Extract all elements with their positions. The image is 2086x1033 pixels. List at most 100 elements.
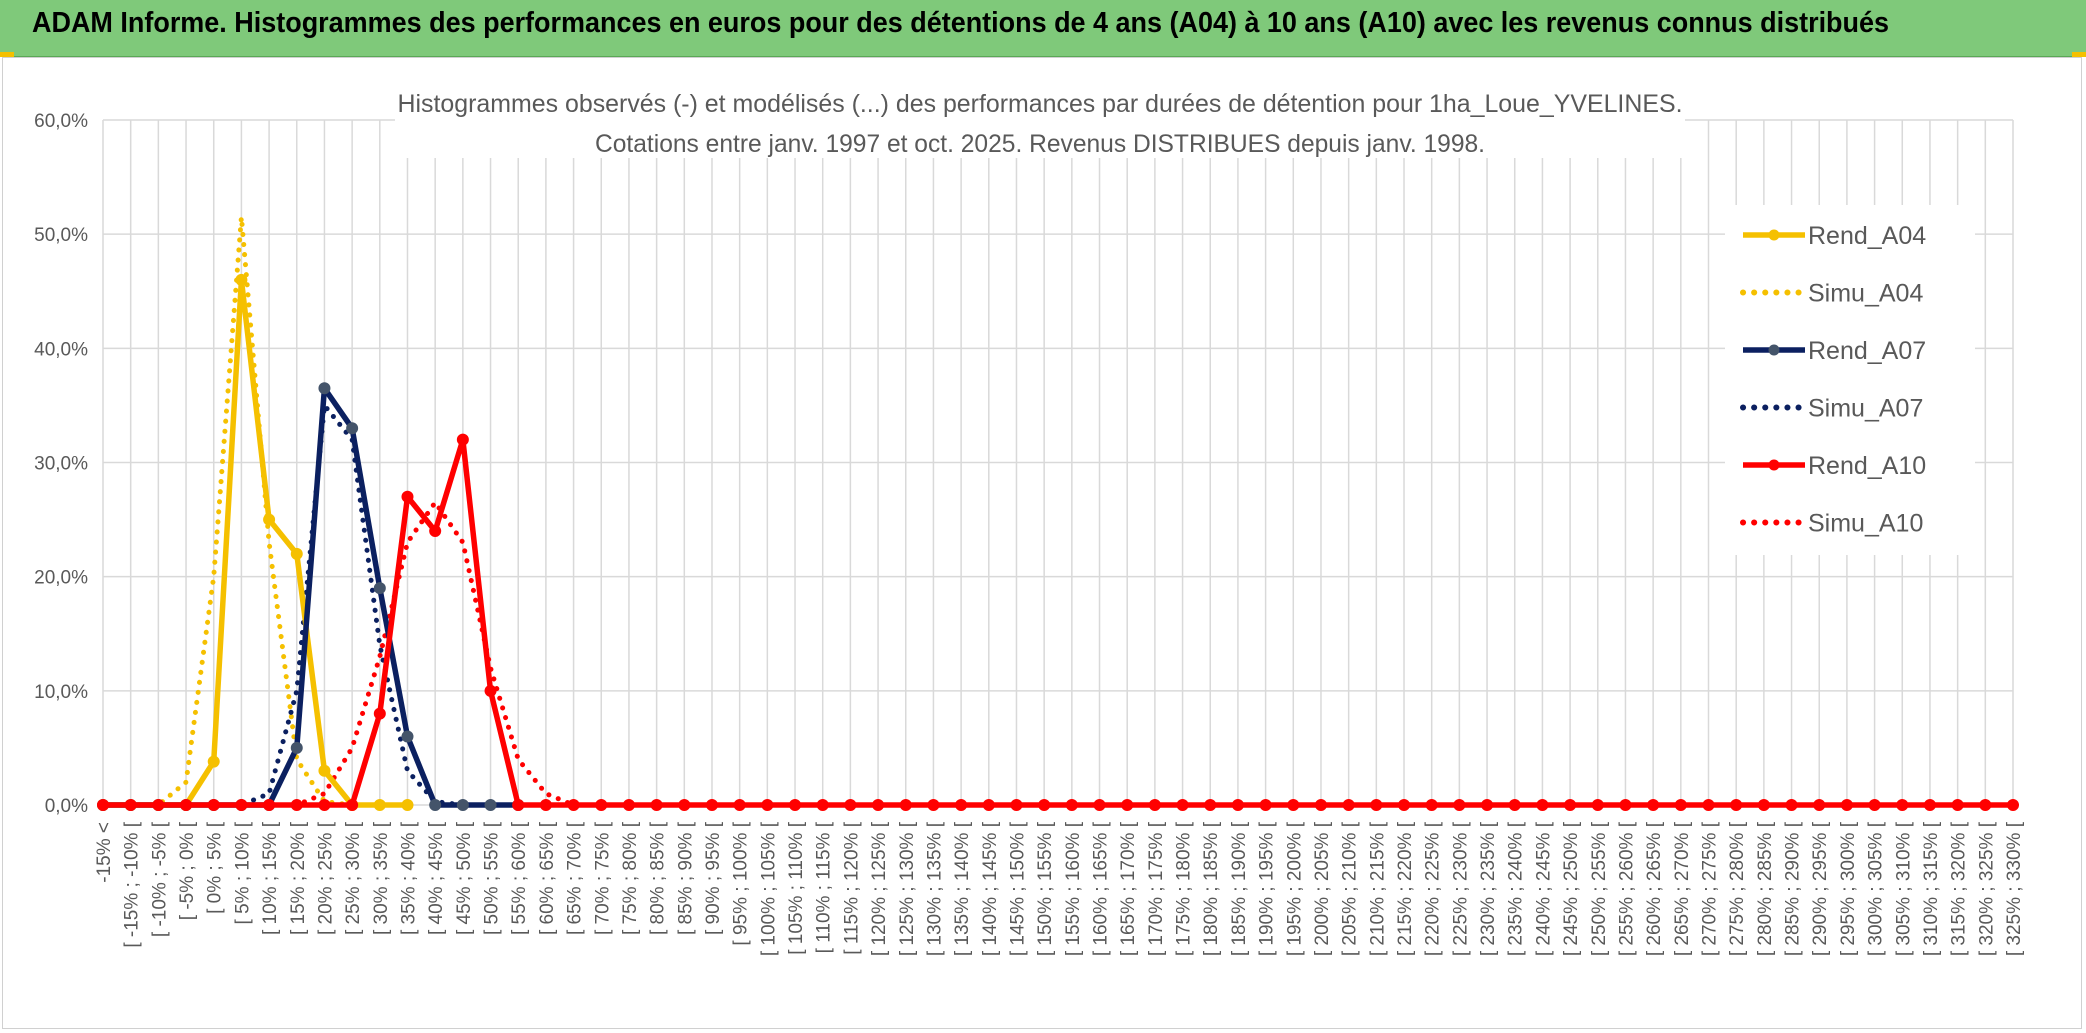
x-tick-label: [ 0% ; 5% [ [205, 821, 226, 914]
x-tick-label: [ 325% ; 330% [ [2004, 821, 2025, 956]
x-tick-label: [ 10% ; 15% [ [260, 821, 281, 935]
data-point-rend-a10 [1564, 799, 1577, 811]
x-tick-label: [ 250% ; 255% [ [1589, 821, 1610, 956]
x-tick-label: [ 35% ; 40% [ [398, 821, 419, 935]
data-point-rend-a07 [484, 799, 497, 811]
x-tick-label: [ 185% ; 190% [ [1229, 821, 1250, 956]
data-point-rend-a10 [539, 799, 552, 811]
data-point-rend-a10 [1453, 799, 1466, 811]
x-tick-label: [ 145% ; 150% [ [1007, 821, 1028, 956]
legend-label: Simu_A10 [1808, 510, 1923, 538]
y-tick-label: 50,0% [34, 225, 88, 246]
chart-title-area: Histogrammes observés (-) et modélisés (… [395, 80, 1685, 158]
data-point-rend-a10 [290, 799, 303, 811]
data-point-rend-a10 [1730, 799, 1743, 811]
data-point-rend-a10 [207, 799, 220, 811]
x-tick-label: [ 245% ; 250% [ [1561, 821, 1582, 956]
x-tick-label: [ 15% ; 20% [ [288, 821, 309, 935]
x-tick-label: [ 305% ; 310% [ [1893, 821, 1914, 956]
data-point-rend-a10 [373, 707, 386, 720]
data-point-rend-a10 [346, 799, 359, 811]
data-point-rend-a04 [207, 755, 220, 768]
data-point-rend-a10 [1370, 799, 1383, 811]
x-tick-label: [ 105% ; 110% [ [786, 821, 807, 954]
chart-series [97, 214, 2019, 811]
x-tick-label: [ 160% ; 165% [ [1091, 821, 1112, 956]
y-tick-label: 20,0% [34, 568, 88, 589]
x-tick-label: [ 95% ; 100% [ [731, 821, 752, 945]
data-point-rend-a10 [1204, 799, 1217, 811]
data-point-rend-a10 [1398, 799, 1411, 811]
data-point-rend-a10 [1813, 799, 1826, 811]
data-point-rend-a10 [263, 799, 276, 811]
data-point-rend-a10 [595, 799, 608, 811]
x-axis-labels: -15% < [ -15% ; -10% [[ -10% ; -5% [[ -5%… [94, 821, 2025, 956]
x-tick-label: [ 150% ; 155% [ [1035, 821, 1056, 956]
data-point-rend-a10 [318, 799, 331, 811]
data-point-rend-a10 [899, 799, 912, 811]
series-line-simu-a10 [100, 499, 577, 808]
data-point-rend-a10 [982, 799, 995, 811]
chart-title: Histogrammes observés (-) et modélisés (… [398, 90, 1683, 118]
data-point-rend-a04 [401, 799, 414, 811]
data-point-rend-a10 [1065, 799, 1078, 811]
data-point-rend-a10 [1010, 799, 1023, 811]
data-point-rend-a10 [235, 799, 248, 811]
data-point-rend-a07 [456, 799, 469, 811]
x-tick-label: [ 220% ; 225% [ [1423, 821, 1444, 956]
data-point-rend-a07 [290, 741, 303, 754]
banner-corner-accent [0, 52, 14, 57]
data-point-rend-a10 [1868, 799, 1881, 811]
x-tick-label: [ 290% ; 295% [ [1810, 821, 1831, 956]
data-point-rend-a10 [512, 799, 525, 811]
x-tick-label: [ 240% ; 245% [ [1533, 821, 1554, 956]
x-tick-label: [ 285% ; 290% [ [1783, 821, 1804, 956]
data-point-rend-a10 [2007, 799, 2019, 811]
data-point-rend-a10 [1757, 799, 1770, 811]
x-tick-label: [ 270% ; 275% [ [1700, 821, 1721, 956]
x-tick-label: [ 50% ; 55% [ [482, 821, 503, 935]
legend-label: Rend_A10 [1808, 452, 1926, 480]
chart-title-background [395, 80, 1685, 158]
data-point-rend-a04 [235, 273, 248, 286]
data-point-rend-a10 [1342, 799, 1355, 811]
legend-background [1725, 205, 1975, 555]
data-point-rend-a10 [761, 799, 774, 811]
x-tick-label: [ 100% ; 105% [ [758, 821, 779, 956]
x-tick-label: [ 65% ; 70% [ [565, 821, 586, 935]
x-tick-label: [ 195% ; 200% [ [1284, 821, 1305, 956]
x-tick-label: [ -15% ; -10% [ [122, 821, 143, 947]
x-tick-label: [ 135% ; 140% [ [952, 821, 973, 956]
data-point-rend-a10 [1508, 799, 1521, 811]
data-point-rend-a10 [124, 799, 137, 811]
data-point-rend-a04 [318, 764, 331, 777]
x-tick-label: [ 110% ; 115% [ [814, 821, 835, 953]
x-tick-label: [ 130% ; 135% [ [924, 821, 945, 956]
banner-corner-accent [2072, 52, 2086, 57]
x-tick-label: [ 265% ; 270% [ [1672, 821, 1693, 956]
x-tick-label: [ 165% ; 170% [ [1118, 821, 1139, 956]
legend-label: Simu_A04 [1808, 280, 1923, 308]
x-tick-label: [ 25% ; 30% [ [343, 821, 364, 935]
legend-marker [1768, 229, 1780, 241]
data-point-rend-a10 [1840, 799, 1853, 811]
data-point-rend-a10 [1951, 799, 1964, 811]
x-tick-label: [ 90% ; 95% [ [703, 821, 724, 935]
x-tick-label: [ 225% ; 230% [ [1450, 821, 1471, 956]
legend-label: Simu_A07 [1808, 395, 1923, 423]
data-point-rend-a10 [1896, 799, 1909, 811]
data-point-rend-a10 [1619, 799, 1632, 811]
x-tick-label: [ 170% ; 175% [ [1146, 821, 1167, 956]
x-tick-label: [ 55% ; 60% [ [509, 821, 530, 935]
data-point-rend-a10 [152, 799, 165, 811]
x-tick-label: [ 30% ; 35% [ [371, 821, 392, 935]
legend-label: Rend_A04 [1808, 222, 1926, 250]
x-tick-label: [ -10% ; -5% [ [149, 821, 170, 937]
data-point-rend-a10 [650, 799, 663, 811]
data-point-rend-a10 [1121, 799, 1134, 811]
data-point-rend-a10 [1923, 799, 1936, 811]
data-point-rend-a10 [1287, 799, 1300, 811]
x-tick-label: [ 260% ; 265% [ [1644, 821, 1665, 956]
x-tick-label: [ 295% ; 300% [ [1838, 821, 1859, 956]
